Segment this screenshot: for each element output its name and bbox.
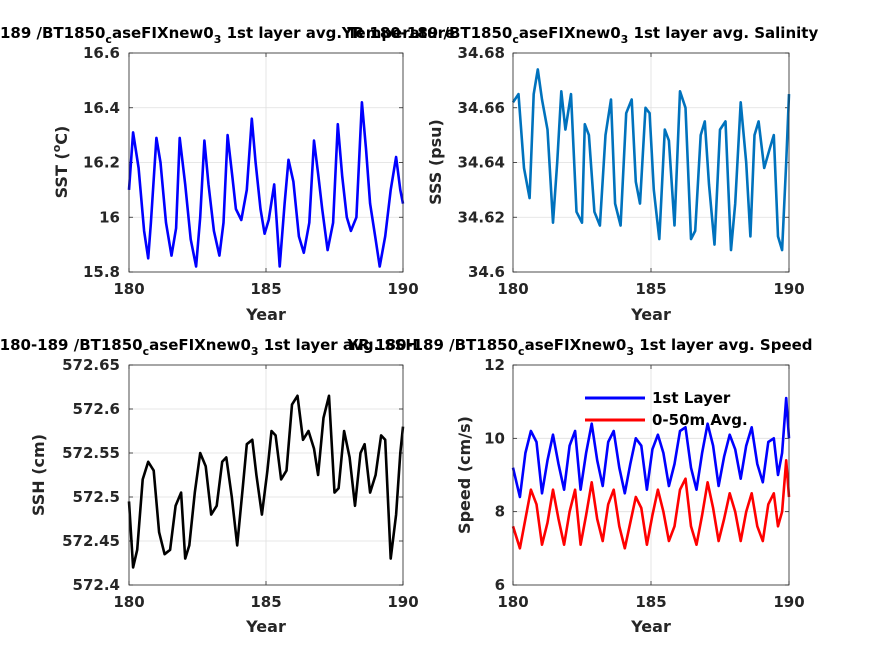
x-axis-label: Year — [630, 617, 671, 636]
x-tick-label: 180 — [497, 280, 528, 298]
y-tick-label: 34.62 — [458, 208, 505, 226]
y-axis-label: SSS (psu) — [426, 119, 445, 205]
y-tick-label: 16.2 — [83, 154, 120, 172]
legend-label: 0-50m Avg. — [652, 411, 748, 429]
x-tick-label: 185 — [635, 593, 666, 611]
series-line-1 — [127, 394, 405, 569]
y-tick-label: 34.6 — [468, 263, 505, 281]
x-tick-label: 185 — [250, 593, 281, 611]
y-tick-label: 572.45 — [62, 532, 120, 550]
y-tick-label: 8 — [495, 503, 505, 521]
x-axis-label: Year — [245, 617, 286, 636]
chart-title: YR 180-189 /BT1850caseFIXnew03 1st layer… — [346, 336, 812, 358]
y-tick-label: 34.66 — [458, 99, 505, 117]
y-tick-label: 15.8 — [83, 263, 120, 281]
series-line-1 — [511, 68, 791, 252]
x-tick-label: 180 — [113, 280, 144, 298]
y-tick-label: 572.5 — [73, 488, 120, 506]
chart-title: YR 180-189 /BT1850caseFIXnew03 1st layer… — [0, 24, 455, 46]
x-axis-label: Year — [245, 305, 286, 324]
x-tick-label: 190 — [773, 280, 804, 298]
series-line-1st-layer — [511, 396, 791, 499]
chart-title: YR 180-189 /BT1850caseFIXnew03 1st layer… — [0, 336, 418, 358]
axes-frame — [128, 52, 404, 273]
chart-panel-4: 180 185 190 6 8 10 12 Year Speed (cm/s) 1st Layer… — [455, 356, 805, 636]
y-tick-label: 6 — [495, 576, 505, 594]
y-axis-label: SSH (cm) — [29, 434, 48, 516]
x-tick-label: 190 — [773, 593, 804, 611]
x-tick-label: 180 — [497, 593, 528, 611]
x-tick-label: 190 — [387, 280, 418, 298]
x-tick-label: 180 — [113, 593, 144, 611]
chart-panel-2: 180 185 190 34.6 34.62 34.64 34.66 34.68 Year SSS… — [426, 44, 805, 324]
y-tick-label: 10 — [484, 429, 505, 447]
y-tick-label: 572.4 — [73, 576, 120, 594]
y-tick-label: 572.65 — [62, 356, 120, 374]
x-tick-label: 185 — [250, 280, 281, 298]
y-tick-label: 12 — [484, 356, 505, 374]
x-tick-label: 185 — [635, 280, 666, 298]
y-tick-label: 572.6 — [73, 400, 120, 418]
legend: 1st Layer 0-50m Avg. — [585, 389, 748, 429]
axes-frame — [512, 52, 790, 273]
chart-panel-3: 180 185 190 572.4 572.45 572.5 572.55 572.6 572.… — [29, 356, 419, 636]
y-tick-label: 572.55 — [62, 444, 120, 462]
series-line-1 — [127, 101, 405, 268]
x-axis-label: Year — [630, 305, 671, 324]
y-tick-label: 16.4 — [83, 99, 120, 117]
y-axis-label: SST (oC) — [50, 126, 71, 199]
y-tick-label: 34.68 — [458, 44, 505, 62]
chart-panel-1: 180 185 190 15.8 16 16.2 16.4 16.6 Year SST (oC) — [50, 44, 419, 324]
chart-title: YR 180-189 /BT1850caseFIXnew03 1st layer… — [341, 24, 819, 46]
x-tick-label: 190 — [387, 593, 418, 611]
y-axis-label: Speed (cm/s) — [455, 416, 474, 534]
axes-frame — [512, 364, 790, 586]
axes-frame — [128, 364, 404, 586]
legend-label: 1st Layer — [652, 389, 731, 407]
series-line-0-50m-avg- — [511, 458, 791, 550]
y-tick-label: 34.64 — [458, 154, 505, 172]
y-tick-label: 16.6 — [83, 44, 120, 62]
y-tick-label: 16 — [99, 208, 120, 226]
